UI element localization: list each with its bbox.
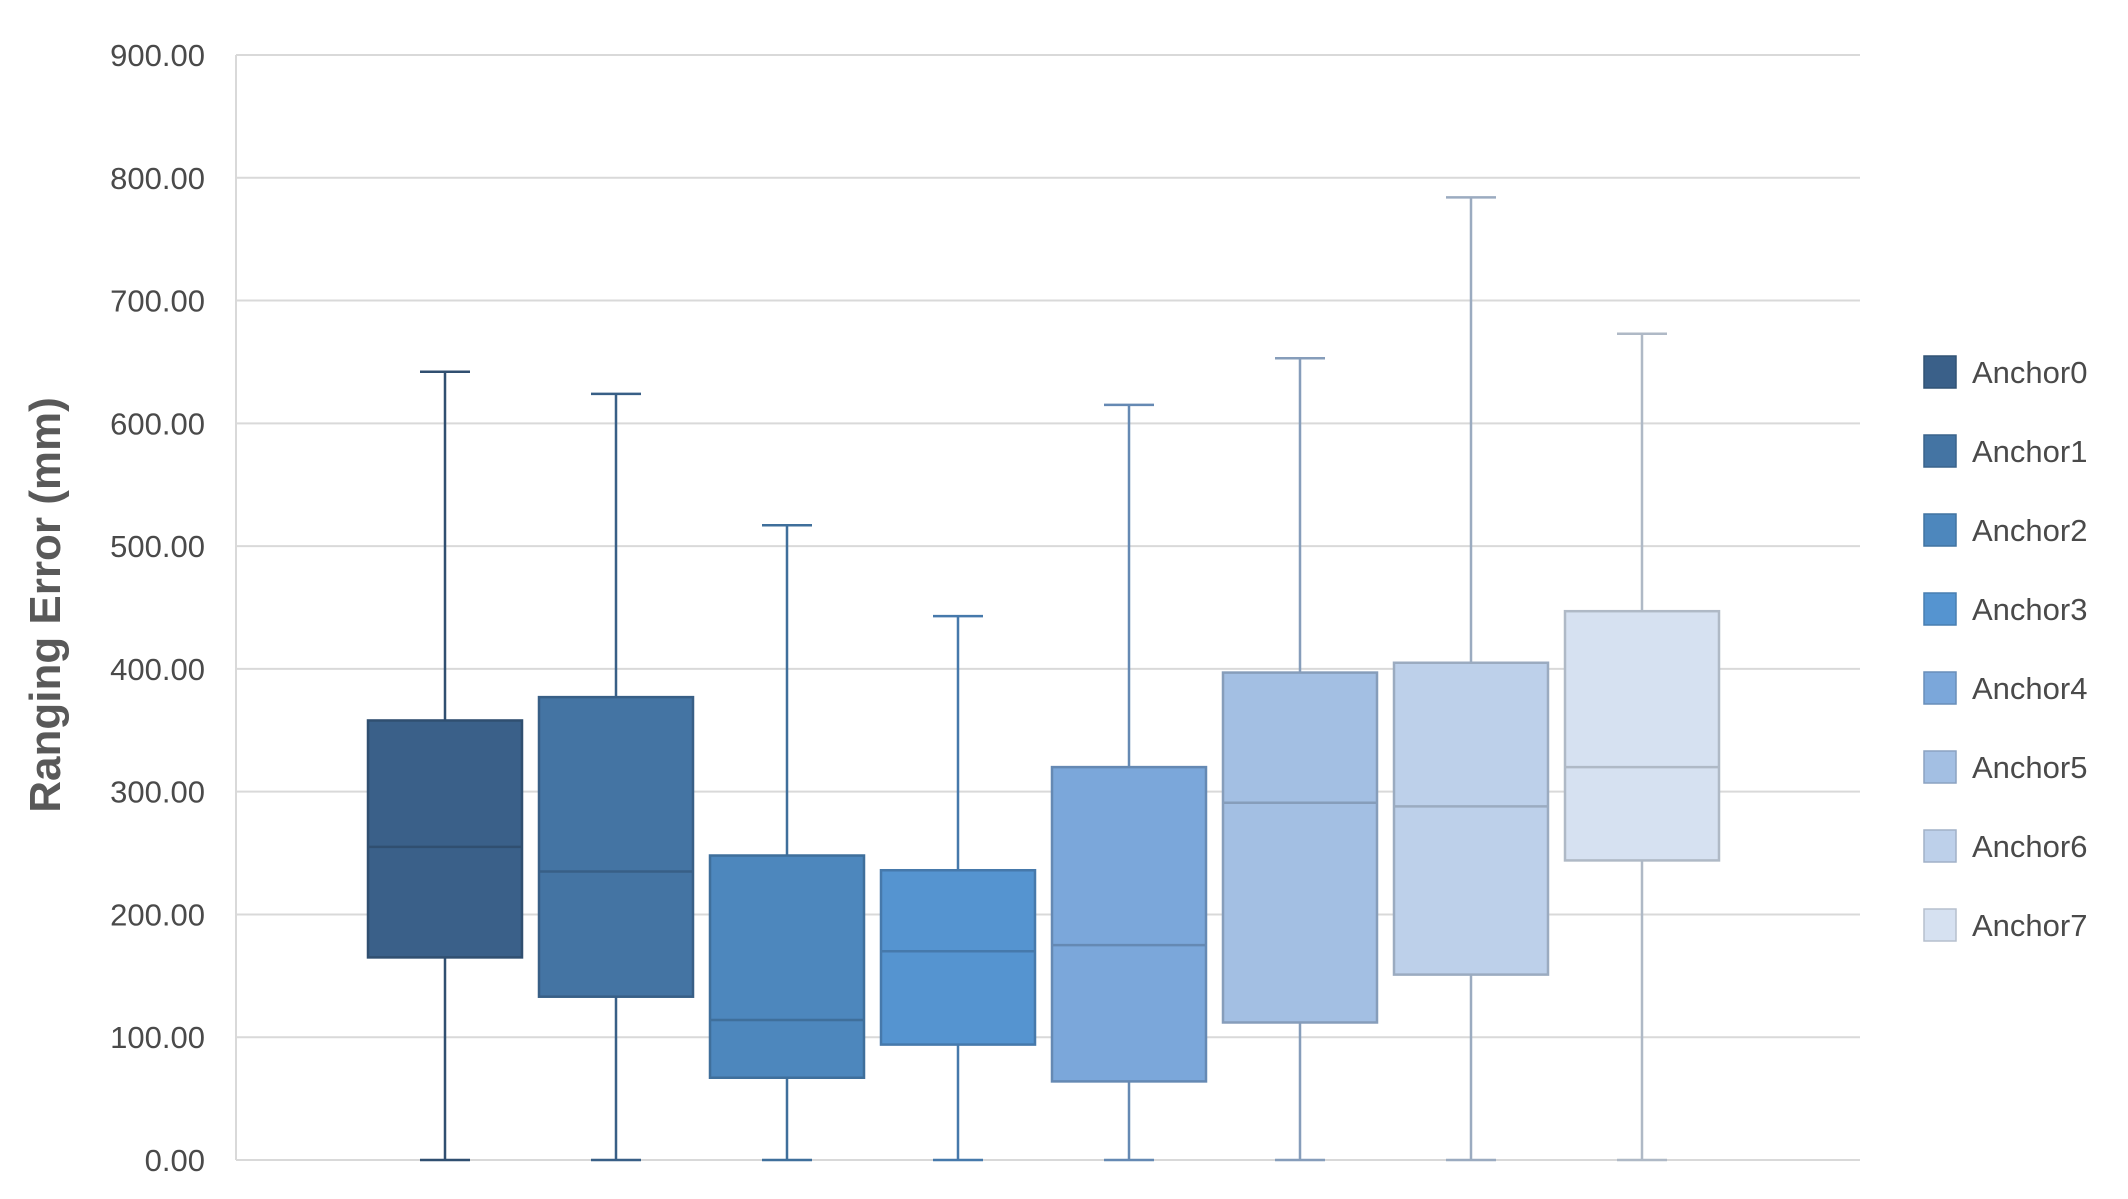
y-tick-label: 600.00 <box>110 406 205 441</box>
box-iqr <box>708 854 866 1079</box>
y-tick-label: 200.00 <box>110 897 205 932</box>
y-axis-title: Ranging Error (mm) <box>21 397 70 813</box>
legend-item-anchor7: Anchor7 <box>1923 908 2087 943</box>
legend-label: Anchor0 <box>1972 355 2087 390</box>
legend-label: Anchor5 <box>1972 750 2087 785</box>
box-iqr <box>1221 671 1379 1024</box>
y-tick-label: 500.00 <box>110 529 205 564</box>
box-anchor7 <box>1563 332 1721 1162</box>
box-anchor6 <box>1392 196 1550 1162</box>
legend-swatch <box>1923 355 1957 389</box>
legend-swatch <box>1923 671 1957 705</box>
box-anchor1 <box>537 392 695 1162</box>
box-iqr <box>1050 765 1208 1083</box>
legend-item-anchor2: Anchor2 <box>1923 513 2087 548</box>
gridlines <box>235 54 1860 1161</box>
legend-swatch <box>1923 513 1957 547</box>
box-anchor2 <box>708 523 866 1162</box>
legend-label: Anchor1 <box>1972 434 2087 469</box>
box-iqr <box>537 695 695 998</box>
legend-label: Anchor6 <box>1972 829 2087 864</box>
box-iqr <box>879 868 1037 1046</box>
box-anchor5 <box>1221 357 1379 1162</box>
box-anchor0 <box>366 370 524 1162</box>
box-anchor4 <box>1050 403 1208 1162</box>
legend: Anchor0 Anchor1 Anchor2 Anchor3 Anchor4 Ancho… <box>1923 355 2087 943</box>
y-tick-label: 800.00 <box>110 161 205 196</box>
legend-item-anchor6: Anchor6 <box>1923 829 2087 864</box>
legend-label: Anchor3 <box>1972 592 2087 627</box>
box-iqr <box>1392 661 1550 976</box>
legend-swatch <box>1923 592 1957 626</box>
legend-item-anchor1: Anchor1 <box>1923 434 2087 469</box>
legend-label: Anchor7 <box>1972 908 2087 943</box>
y-tick-label: 400.00 <box>110 652 205 687</box>
boxes <box>366 196 1721 1162</box>
y-tick-label: 900.00 <box>110 38 205 73</box>
legend-item-anchor0: Anchor0 <box>1923 355 2087 390</box>
legend-swatch <box>1923 829 1957 863</box>
legend-label: Anchor4 <box>1972 671 2087 706</box>
box-iqr <box>366 719 524 959</box>
legend-swatch <box>1923 908 1957 942</box>
y-tick-label: 300.00 <box>110 775 205 810</box>
box-iqr <box>1563 609 1721 862</box>
y-tick-label: 700.00 <box>110 284 205 319</box>
legend-label: Anchor2 <box>1972 513 2087 548</box>
y-tick-label: 100.00 <box>110 1020 205 1055</box>
y-tick-label: 0.00 <box>145 1143 205 1178</box>
y-axis-ticks: 0.00 100.00 200.00 300.00 400.00 500.00 600.00… <box>110 38 205 1178</box>
legend-item-anchor3: Anchor3 <box>1923 592 2087 627</box>
legend-item-anchor4: Anchor4 <box>1923 671 2087 706</box>
box-anchor3 <box>879 614 1037 1162</box>
legend-swatch <box>1923 750 1957 784</box>
legend-item-anchor5: Anchor5 <box>1923 750 2087 785</box>
legend-swatch <box>1923 434 1957 468</box>
